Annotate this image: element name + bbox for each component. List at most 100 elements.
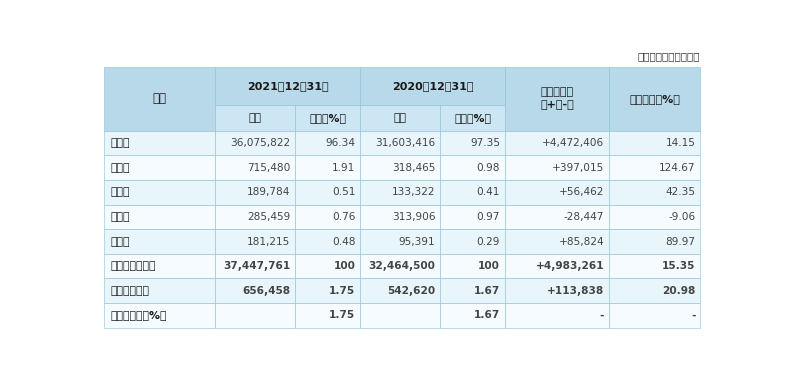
Text: 313,906: 313,906 — [392, 212, 436, 222]
Text: 本期变动额
（+、-）: 本期变动额 （+、-） — [540, 88, 574, 110]
Text: 损失类: 损失类 — [110, 237, 130, 247]
Bar — [295, 303, 360, 328]
Bar — [505, 279, 609, 303]
Bar — [215, 131, 295, 155]
Bar — [440, 303, 505, 328]
Bar — [440, 205, 505, 229]
Bar — [609, 180, 700, 205]
Text: 715,480: 715,480 — [247, 163, 290, 173]
Bar — [295, 131, 360, 155]
Text: 1.75: 1.75 — [329, 286, 356, 296]
Text: +113,838: +113,838 — [547, 286, 604, 296]
Bar — [609, 303, 700, 328]
Text: +85,824: +85,824 — [558, 237, 604, 247]
Bar — [215, 205, 295, 229]
Bar — [609, 279, 700, 303]
Bar — [215, 254, 295, 279]
Bar — [295, 105, 360, 131]
Text: 0.76: 0.76 — [332, 212, 356, 222]
Bar — [215, 67, 360, 105]
Text: 可疑类: 可疑类 — [110, 212, 130, 222]
Text: 97.35: 97.35 — [470, 138, 500, 148]
Text: -9.06: -9.06 — [668, 212, 696, 222]
Text: -28,447: -28,447 — [564, 212, 604, 222]
Bar — [215, 229, 295, 254]
Text: +397,015: +397,015 — [552, 163, 604, 173]
Bar — [295, 155, 360, 180]
Text: 1.67: 1.67 — [474, 311, 500, 321]
Text: 0.98: 0.98 — [476, 163, 500, 173]
Bar — [104, 279, 215, 303]
Text: 32,464,500: 32,464,500 — [368, 261, 436, 271]
Text: 542,620: 542,620 — [387, 286, 436, 296]
Text: 285,459: 285,459 — [247, 212, 290, 222]
Text: 656,458: 656,458 — [243, 286, 290, 296]
Bar — [215, 155, 295, 180]
Bar — [505, 205, 609, 229]
Bar — [295, 279, 360, 303]
Bar — [360, 279, 440, 303]
Text: 100: 100 — [334, 261, 356, 271]
Text: 20.98: 20.98 — [663, 286, 696, 296]
Text: 占比（%）: 占比（%） — [454, 113, 491, 123]
Bar — [104, 180, 215, 205]
Text: 42.35: 42.35 — [666, 187, 696, 197]
Bar — [215, 105, 295, 131]
Text: 133,322: 133,322 — [392, 187, 436, 197]
Text: （单位：人民币千元）: （单位：人民币千元） — [638, 51, 700, 61]
Bar — [505, 229, 609, 254]
Bar — [609, 67, 700, 131]
Bar — [215, 180, 295, 205]
Text: -: - — [600, 311, 604, 321]
Bar — [104, 205, 215, 229]
Bar — [609, 131, 700, 155]
Bar — [360, 180, 440, 205]
Bar — [295, 180, 360, 205]
Bar — [295, 254, 360, 279]
Text: 0.29: 0.29 — [476, 237, 500, 247]
Bar — [215, 303, 295, 328]
Bar — [360, 155, 440, 180]
Text: 37,447,761: 37,447,761 — [223, 261, 290, 271]
Text: 15.35: 15.35 — [663, 261, 696, 271]
Bar — [360, 205, 440, 229]
Bar — [505, 155, 609, 180]
Bar — [505, 303, 609, 328]
Bar — [505, 254, 609, 279]
Text: 95,391: 95,391 — [399, 237, 436, 247]
Text: 占比（%）: 占比（%） — [309, 113, 346, 123]
Text: 124.67: 124.67 — [659, 163, 696, 173]
Text: 增减幅度（%）: 增减幅度（%） — [630, 94, 680, 104]
Bar — [104, 303, 215, 328]
Text: 0.41: 0.41 — [476, 187, 500, 197]
Text: 1.67: 1.67 — [474, 286, 500, 296]
Text: 0.51: 0.51 — [332, 187, 356, 197]
Text: 0.48: 0.48 — [332, 237, 356, 247]
Bar — [295, 205, 360, 229]
Bar — [104, 254, 215, 279]
Text: 189,784: 189,784 — [247, 187, 290, 197]
Text: 不良贷款余额: 不良贷款余额 — [110, 286, 149, 296]
Text: 100: 100 — [478, 261, 500, 271]
Text: 次级类: 次级类 — [110, 187, 130, 197]
Bar — [609, 205, 700, 229]
Text: 不良贷款率（%）: 不良贷款率（%） — [110, 311, 166, 321]
Text: 36,075,822: 36,075,822 — [231, 138, 290, 148]
Text: 正常类: 正常类 — [110, 138, 130, 148]
Bar — [609, 229, 700, 254]
Bar — [104, 131, 215, 155]
Bar — [104, 67, 215, 131]
Text: -: - — [691, 311, 696, 321]
Bar — [360, 254, 440, 279]
Bar — [440, 105, 505, 131]
Text: 余额: 余额 — [249, 113, 262, 123]
Text: 318,465: 318,465 — [392, 163, 436, 173]
Text: 项目: 项目 — [153, 92, 166, 105]
Text: 0.97: 0.97 — [476, 212, 500, 222]
Text: 关注类: 关注类 — [110, 163, 130, 173]
Text: +56,462: +56,462 — [559, 187, 604, 197]
Bar — [440, 180, 505, 205]
Bar — [609, 155, 700, 180]
Bar — [360, 229, 440, 254]
Bar — [215, 279, 295, 303]
